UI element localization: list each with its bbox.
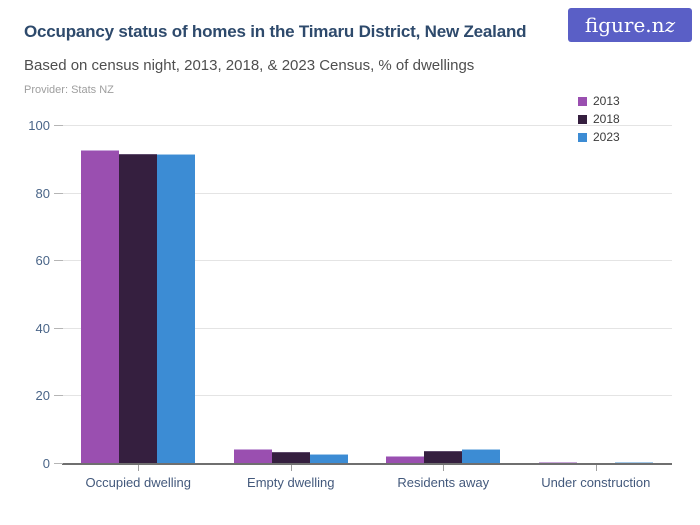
y-axis-label-40: 40 bbox=[35, 320, 50, 336]
bar-2013-empty-dwelling bbox=[233, 448, 272, 464]
bar-2023-residents-away bbox=[462, 449, 501, 464]
bar-2018-empty-dwelling bbox=[271, 451, 310, 464]
bar-2013-occupied-dwelling bbox=[81, 150, 120, 464]
y-axis-tick-40 bbox=[54, 327, 63, 329]
legend-label-2018: 2018 bbox=[593, 112, 620, 126]
bar-2018-residents-away bbox=[424, 450, 463, 464]
x-axis-line bbox=[62, 463, 672, 465]
legend-swatch-icon-2018 bbox=[578, 114, 587, 124]
bar-groups: Occupied dwelling Empty dwelling Residents… bbox=[62, 126, 673, 490]
legend-label-2013: 2013 bbox=[593, 94, 620, 108]
bar-2018-occupied-dwelling bbox=[119, 154, 158, 464]
y-axis-label-80: 80 bbox=[35, 185, 50, 201]
bar-2023-under-construction bbox=[614, 461, 653, 464]
provider-credit: Provider: Stats NZ bbox=[24, 84, 114, 96]
y-axis-tick-60 bbox=[54, 260, 63, 262]
page-title: Occupancy status of homes in the Timaru … bbox=[24, 22, 527, 41]
y-axis-label-60: 60 bbox=[35, 253, 50, 269]
y-axis-tick-80 bbox=[54, 192, 63, 194]
y-axis-tick-0 bbox=[54, 463, 63, 464]
x-axis-tick-empty-dwelling bbox=[290, 465, 292, 471]
y-axis-tick-100 bbox=[54, 125, 63, 126]
legend-item-2023: 2023 bbox=[578, 128, 620, 146]
bar-group-under-construction: Under construction bbox=[520, 126, 673, 490]
logo-text: figure.n bbox=[584, 13, 665, 37]
bar-group-empty-dwelling: Empty dwelling bbox=[215, 126, 368, 490]
category-label-empty-dwelling: Empty dwelling bbox=[247, 475, 335, 490]
x-axis-tick-under-construction bbox=[595, 465, 597, 471]
category-label-under-construction: Under construction bbox=[541, 475, 651, 490]
bar-group-occupied-dwelling: Occupied dwelling bbox=[62, 126, 215, 490]
y-axis-label-0: 0 bbox=[42, 456, 50, 471]
gridline-80 bbox=[62, 192, 672, 194]
legend-item-2018: 2018 bbox=[578, 110, 620, 128]
bar-2023-empty-dwelling bbox=[309, 454, 348, 464]
legend-label-2023: 2023 bbox=[593, 130, 620, 144]
gridline-40 bbox=[62, 327, 672, 329]
figure-nz-logo[interactable]: figure.n z bbox=[568, 8, 692, 42]
category-label-occupied-dwelling: Occupied dwelling bbox=[85, 475, 192, 490]
bar-group-residents-away: Residents away bbox=[367, 126, 520, 490]
gridline-100 bbox=[62, 125, 672, 126]
y-axis-tick-20 bbox=[54, 395, 63, 397]
y-axis-label-100: 100 bbox=[28, 118, 50, 133]
x-axis-tick-occupied-dwelling bbox=[138, 465, 140, 471]
chart-plot-area: Occupied dwelling Empty dwelling Residents… bbox=[28, 118, 673, 490]
y-axis-label-20: 20 bbox=[35, 388, 50, 404]
logo-text-z: z bbox=[664, 13, 676, 37]
gridline-60 bbox=[62, 260, 672, 262]
legend-item-2013: 2013 bbox=[578, 92, 620, 110]
category-label-residents-away: Residents away bbox=[397, 475, 490, 490]
x-axis-tick-residents-away bbox=[443, 465, 445, 471]
gridline-20 bbox=[62, 395, 672, 397]
chart-subtitle: Based on census night, 2013, 2018, & 202… bbox=[24, 57, 475, 74]
legend-swatch-icon-2013 bbox=[578, 96, 587, 106]
bar-2023-occupied-dwelling bbox=[157, 153, 196, 464]
legend-swatch-icon-2023 bbox=[578, 132, 587, 142]
bar-2013-residents-away bbox=[386, 455, 425, 464]
chart-legend: 2013 2018 2023 bbox=[578, 92, 620, 146]
